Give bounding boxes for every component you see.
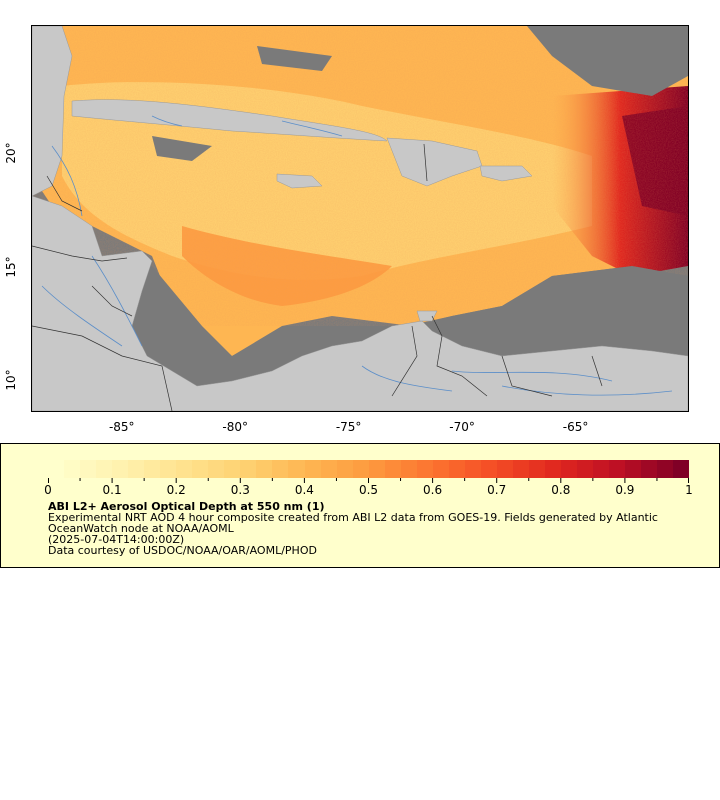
colorbar-segment bbox=[48, 460, 65, 478]
colorbar-label: 0.1 bbox=[102, 483, 122, 497]
land bbox=[32, 26, 688, 411]
borders bbox=[32, 143, 603, 411]
legend-timestamp: (2025-07-04T14:00:00Z) bbox=[48, 533, 185, 546]
colorbar-segment bbox=[96, 460, 113, 478]
lon-tick-label: -85° bbox=[108, 420, 135, 434]
colorbar-ticks bbox=[48, 478, 689, 483]
colorbar-segment bbox=[352, 460, 369, 478]
aod-map bbox=[31, 25, 689, 412]
colorbar-segment bbox=[320, 460, 337, 478]
colorbar-label: 0.9 bbox=[615, 483, 635, 497]
lat-tick-label: 15° bbox=[4, 256, 18, 278]
colorbar-segment bbox=[304, 460, 321, 478]
colorbar-segment bbox=[448, 460, 465, 478]
colorbar-segment bbox=[192, 460, 209, 478]
colorbar-segment bbox=[625, 460, 642, 478]
colorbar-segment bbox=[368, 460, 385, 478]
colorbar-segment bbox=[160, 460, 177, 478]
colorbar-segment bbox=[256, 460, 273, 478]
colorbar-segment bbox=[112, 460, 129, 478]
lon-tick-label: -70° bbox=[449, 420, 475, 434]
colorbar-segment bbox=[208, 460, 225, 478]
colorbar-label: 1 bbox=[685, 483, 693, 497]
colorbar-segment bbox=[384, 460, 401, 478]
legend-credit: Data courtesy of USDOC/NOAA/OAR/AOML/PHO… bbox=[48, 544, 317, 557]
colorbar-segment bbox=[416, 460, 433, 478]
colorbar-segment bbox=[577, 460, 594, 478]
colorbar-segment bbox=[400, 460, 417, 478]
colorbar-label: 0.3 bbox=[230, 483, 250, 497]
lon-tick-label: -80° bbox=[222, 420, 249, 434]
colorbar-segment bbox=[657, 460, 674, 478]
colorbar-segment bbox=[288, 460, 305, 478]
legend-text: ABI L2+ Aerosol Optical Depth at 550 nm … bbox=[48, 501, 708, 556]
lon-tick-label: -65° bbox=[562, 420, 589, 434]
colorbar-segment bbox=[64, 460, 81, 478]
colorbar-segment bbox=[144, 460, 161, 478]
colorbar-segment bbox=[336, 460, 353, 478]
colorbar-label: 0.7 bbox=[487, 483, 507, 497]
legend-description: Experimental NRT AOD 4 hour composite cr… bbox=[48, 511, 658, 535]
colorbar-segment bbox=[80, 460, 97, 478]
map-canvas bbox=[32, 26, 688, 411]
colorbar-segment bbox=[224, 460, 241, 478]
colorbar-segment bbox=[480, 460, 497, 478]
colorbar-label: 0.8 bbox=[551, 483, 571, 497]
lat-tick-label: 20° bbox=[4, 142, 18, 164]
colorbar-segment bbox=[464, 460, 481, 478]
colorbar-segment bbox=[673, 460, 690, 478]
colorbar-labels: 0 0.1 0.2 0.3 0.4 0.5 0.6 0.7 0.8 0.9 1 bbox=[44, 483, 693, 497]
colorbar-segment bbox=[128, 460, 145, 478]
colorbar-segment bbox=[593, 460, 610, 478]
colorbar-segment bbox=[240, 460, 257, 478]
colorbar-label: 0 bbox=[44, 483, 52, 497]
colorbar-segment bbox=[496, 460, 513, 478]
lat-tick-label: 10° bbox=[4, 369, 18, 392]
colorbar-segment bbox=[176, 460, 193, 478]
colorbar bbox=[48, 460, 690, 478]
colorbar-label: 0.4 bbox=[294, 483, 314, 497]
colorbar-segment bbox=[512, 460, 529, 478]
colorbar-segment bbox=[561, 460, 578, 478]
colorbar-segment bbox=[272, 460, 289, 478]
colorbar-segment bbox=[544, 460, 561, 478]
colorbar-label: 0.6 bbox=[423, 483, 443, 497]
colorbar-segment bbox=[641, 460, 658, 478]
colorbar-segment bbox=[609, 460, 626, 478]
colorbar-segment bbox=[528, 460, 545, 478]
colorbar-segment bbox=[432, 460, 449, 478]
colorbar-label: 0.5 bbox=[358, 483, 379, 497]
lon-tick-label: -75° bbox=[335, 420, 362, 434]
rivers bbox=[41, 115, 673, 396]
colorbar-label: 0.2 bbox=[166, 483, 186, 497]
legend-panel: 0 0.1 0.2 0.3 0.4 0.5 0.6 0.7 0.8 0.9 1 ABI L2+ Ae… bbox=[0, 443, 720, 568]
legend-title: ABI L2+ Aerosol Optical Depth at 550 nm … bbox=[48, 500, 325, 513]
